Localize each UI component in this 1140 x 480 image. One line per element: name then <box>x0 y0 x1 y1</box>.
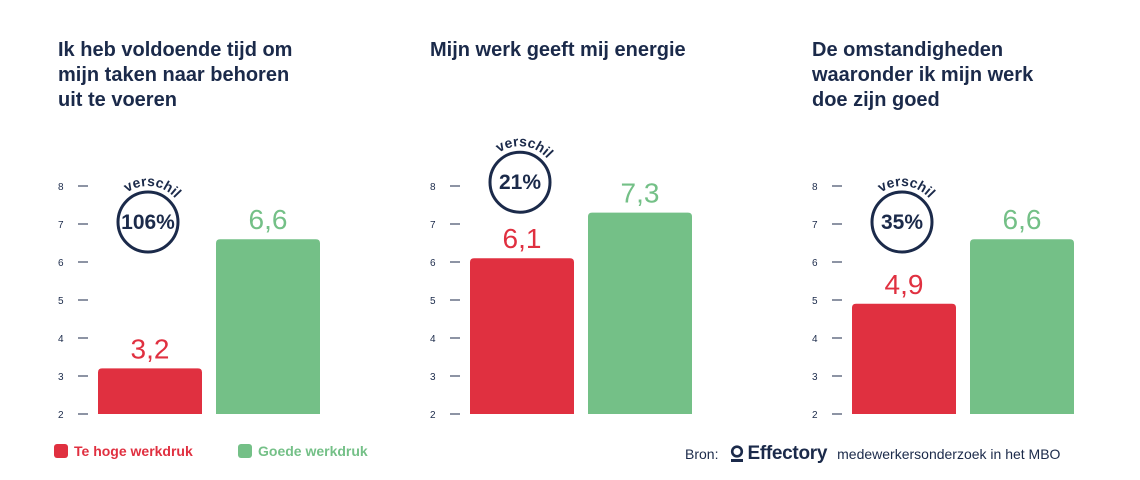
y-tick-label-6: 6 <box>812 258 818 269</box>
bar-te-hoge-werkdruk <box>98 368 202 414</box>
effectory-logo-icon <box>731 445 744 462</box>
legend-label-red: Te hoge werkdruk <box>74 443 193 459</box>
bar-te-hoge-werkdruk <box>852 303 956 414</box>
y-tick-label-5: 5 <box>58 296 64 307</box>
y-tick-label-5: 5 <box>812 296 818 307</box>
chart-title-3: De omstandigheden waaronder ik mijn werk… <box>812 39 1034 111</box>
difference-circle <box>116 190 180 254</box>
y-tick-label-2: 2 <box>58 410 64 421</box>
difference-value: 106% <box>121 211 175 234</box>
difference-badge: 35%verschil <box>870 173 939 254</box>
chart-title-1: Ik heb voldoende tijd om mijn taken naar… <box>58 39 293 111</box>
y-tick-label-3: 3 <box>58 372 64 383</box>
difference-circle <box>870 190 934 254</box>
difference-value: 35% <box>881 211 923 234</box>
chart-panel-3: De omstandigheden waaronder ik mijn werk… <box>812 0 1140 430</box>
source-credit: Bron: Effectory medewerkersonderzoek in … <box>685 443 1060 465</box>
y-tick-label-7: 7 <box>58 220 64 231</box>
source-prefix: Bron: <box>685 446 719 462</box>
legend-swatch-red <box>54 444 68 458</box>
difference-badge: 106%verschil <box>116 173 185 254</box>
y-tick-label-8: 8 <box>812 182 818 193</box>
legend-swatch-green <box>238 444 252 458</box>
data-label-te-hoge-werkdruk: 6,1 <box>503 223 542 254</box>
y-tick-label-8: 8 <box>58 182 64 193</box>
bar-chart-1: 2 3 4 5 6 7 8 3,2 6,6 106%verschil <box>58 173 320 421</box>
bar-te-hoge-werkdruk <box>470 258 574 414</box>
bar-goede-werkdruk <box>970 239 1074 414</box>
difference-badge: 21%verschil <box>488 133 557 214</box>
chart-panel-2: Mijn werk geeft mij energie 2 3 4 5 6 7 8 6,1 7,… <box>430 0 800 430</box>
difference-circle <box>488 150 552 214</box>
legend-label-green: Goede werkdruk <box>258 443 368 459</box>
y-tick-label-8: 8 <box>430 182 436 193</box>
y-tick-label-2: 2 <box>812 410 818 421</box>
y-tick-label-5: 5 <box>430 296 436 307</box>
y-tick-label-4: 4 <box>812 334 818 345</box>
legend-item-goede-werkdruk: Goede werkdruk <box>238 443 368 459</box>
difference-value: 21% <box>499 171 541 194</box>
chart-panel-1: Ik heb voldoende tijd om mijn taken naar… <box>58 0 428 430</box>
y-tick-label-4: 4 <box>58 334 64 345</box>
brand-name: Effectory <box>747 443 828 464</box>
bar-chart-2: 2 3 4 5 6 7 8 6,1 7,3 21%verschil <box>430 133 692 421</box>
data-label-goede-werkdruk: 6,6 <box>249 204 288 235</box>
y-tick-label-3: 3 <box>430 372 436 383</box>
bar-goede-werkdruk <box>588 212 692 414</box>
data-label-goede-werkdruk: 7,3 <box>621 178 660 209</box>
y-tick-label-7: 7 <box>812 220 818 231</box>
bar-goede-werkdruk <box>216 239 320 414</box>
y-tick-label-3: 3 <box>812 372 818 383</box>
legend-item-te-hoge-werkdruk: Te hoge werkdruk <box>54 443 193 459</box>
data-label-te-hoge-werkdruk: 4,9 <box>885 269 924 300</box>
y-tick-label-2: 2 <box>430 410 436 421</box>
y-tick-label-6: 6 <box>430 258 436 269</box>
y-tick-label-4: 4 <box>430 334 436 345</box>
bar-chart-3: 2 3 4 5 6 7 8 4,9 6,6 35%verschil <box>812 173 1074 421</box>
data-label-te-hoge-werkdruk: 3,2 <box>131 333 170 364</box>
chart-title-2: Mijn werk geeft mij energie <box>430 39 686 61</box>
y-tick-label-7: 7 <box>430 220 436 231</box>
y-tick-label-6: 6 <box>58 258 64 269</box>
source-text: medewerkersonderzoek in het MBO <box>837 446 1061 462</box>
data-label-goede-werkdruk: 6,6 <box>1003 204 1042 235</box>
brand-logo: Effectory <box>730 443 827 465</box>
